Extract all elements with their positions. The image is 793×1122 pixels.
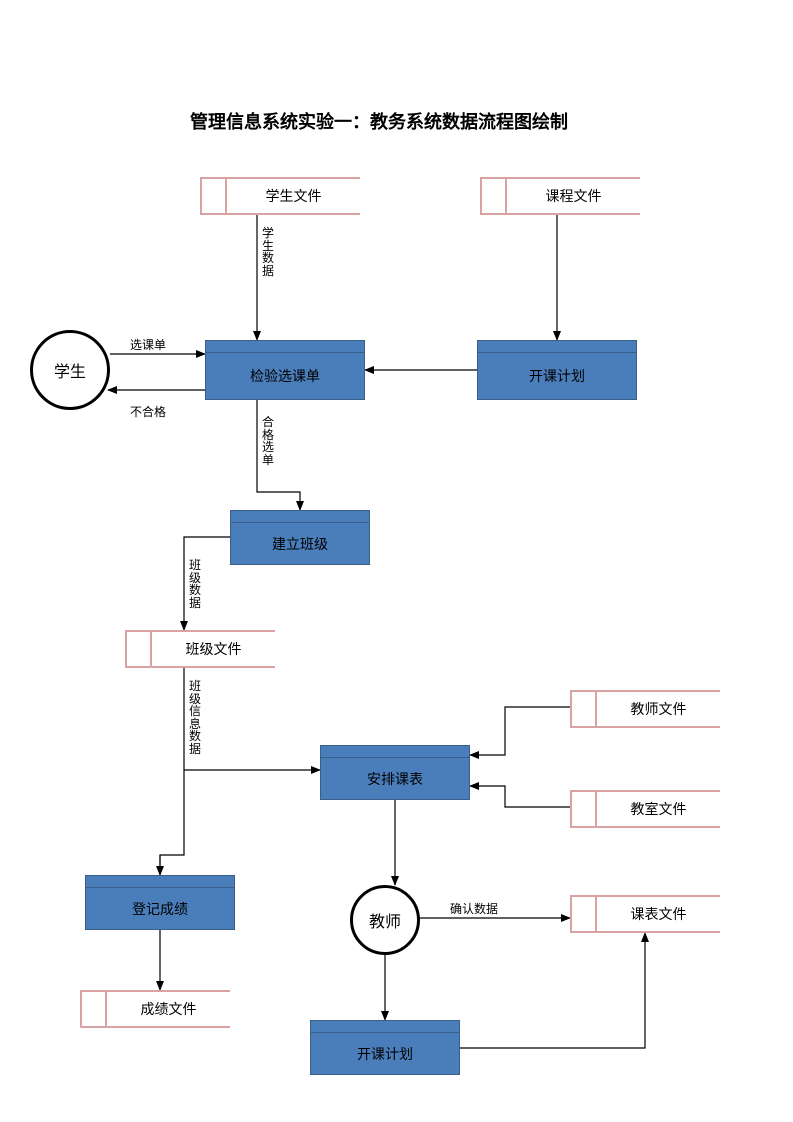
datastore-grade-file: 成绩文件 [80,990,230,1028]
process-course-plan-2: 开课计划 [310,1020,460,1075]
entity-student-label: 学生 [54,358,86,382]
process-header [321,746,469,758]
process-header [231,511,369,523]
datastore-teacher-file: 教师文件 [570,690,720,728]
datastore-gradefile-label: 成绩文件 [141,999,197,1019]
process-schedule-label: 安排课表 [367,769,423,789]
process-check-selection: 检验选课单 [205,340,365,400]
flow-label-class-data: 班级数据 [189,559,201,609]
flow-label-fail: 不合格 [130,403,166,420]
process-header [206,341,364,353]
entity-teacher: 教师 [350,885,420,955]
process-course-plan-1: 开课计划 [477,340,637,400]
process-makeclass-label: 建立班级 [272,534,328,554]
datastore-slot [572,792,597,826]
datastore-slot [82,992,107,1026]
edges-layer [0,0,793,1122]
process-make-class: 建立班级 [230,510,370,565]
process-register-label: 登记成绩 [132,899,188,919]
entity-teacher-label: 教师 [369,908,401,932]
diagram-canvas: 管理信息系统实验一：教务系统数据流程图绘制 学生 教师 检验选课单 开课计划 建… [0,0,793,1122]
datastore-slot [482,179,507,213]
datastore-timetablefile-label: 课表文件 [631,904,687,924]
flow-label-student-data: 学生数据 [262,227,274,277]
process-header [478,341,636,353]
datastore-class-file: 班级文件 [125,630,275,668]
flow-label-pass: 合格选单 [262,416,274,466]
datastore-classroomfile-label: 教室文件 [631,799,687,819]
datastore-student-file: 学生文件 [200,177,360,215]
process-schedule: 安排课表 [320,745,470,800]
datastore-coursefile-label: 课程文件 [546,186,602,206]
flow-label-confirm: 确认数据 [450,900,498,917]
flow-label-class-info: 班级信息数据 [189,680,201,756]
datastore-slot [572,692,597,726]
process-register-grades: 登记成绩 [85,875,235,930]
process-plan2-label: 开课计划 [357,1044,413,1064]
flow-label-select-form: 选课单 [130,336,166,353]
process-header [86,876,234,888]
datastore-timetable-file: 课表文件 [570,895,720,933]
datastore-slot [202,179,227,213]
datastore-teacherfile-label: 教师文件 [631,699,687,719]
entity-student: 学生 [30,330,110,410]
datastore-studentfile-label: 学生文件 [266,186,322,206]
process-header [311,1021,459,1033]
process-plan1-label: 开课计划 [529,366,585,386]
page-title: 管理信息系统实验一：教务系统数据流程图绘制 [190,108,568,134]
process-check-label: 检验选课单 [250,366,320,386]
datastore-classroom-file: 教室文件 [570,790,720,828]
datastore-slot [572,897,597,931]
datastore-slot [127,632,152,666]
datastore-course-file: 课程文件 [480,177,640,215]
datastore-classfile-label: 班级文件 [186,639,242,659]
